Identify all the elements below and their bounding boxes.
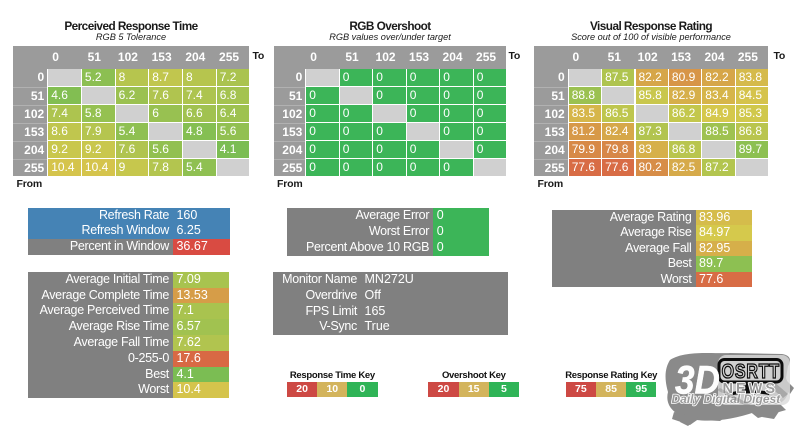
svg-text:NEWS: NEWS [723, 381, 779, 397]
svg-text:OSRTT: OSRTT [722, 360, 780, 382]
svg-text:3D: 3D [675, 357, 720, 402]
svg-text:Daily Digital Digest: Daily Digital Digest [672, 392, 782, 406]
